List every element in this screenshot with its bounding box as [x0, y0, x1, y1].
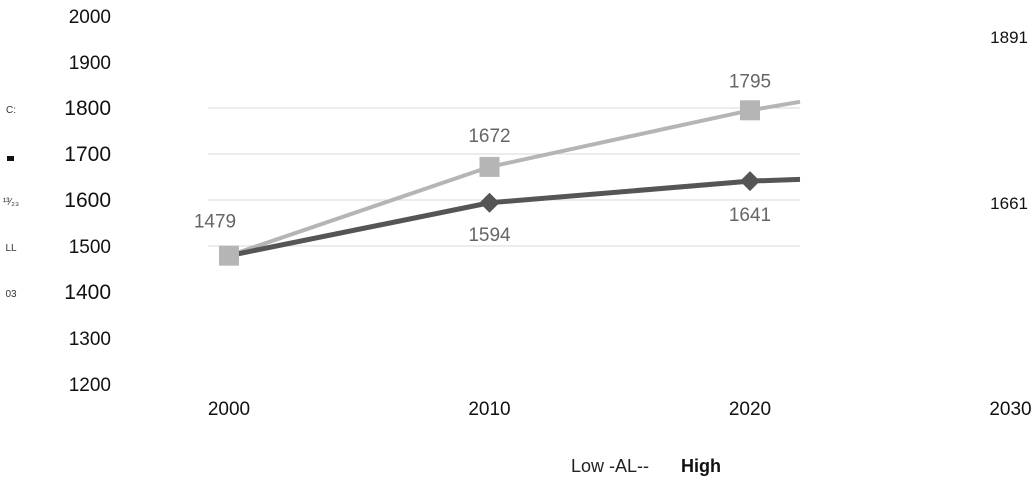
y-side-mark: ¹³⁄₂₃ [3, 197, 19, 208]
y-tick-label: 1700 [64, 143, 111, 166]
data-labels: 1479 1672 1795 1594 1641 [194, 71, 771, 245]
end-label-high: 1891 [990, 28, 1028, 47]
y-tick-label: 2000 [69, 7, 111, 28]
data-label: 1672 [468, 126, 510, 147]
x-tick-label: 2020 [729, 399, 771, 420]
y-side-mark: LL [5, 243, 17, 254]
y-tick-label: 1400 [64, 281, 111, 304]
x-tick-label: 2010 [468, 399, 510, 420]
data-label: 1479 [194, 212, 236, 233]
marker-high [479, 156, 500, 177]
marker-low [740, 171, 760, 192]
y-tick-label: 1800 [64, 97, 111, 120]
y-tick-label: 1500 [69, 237, 111, 258]
series-line-low [228, 176, 801, 259]
end-labels: 1891 1661 [990, 28, 1028, 213]
data-label: 1641 [729, 205, 771, 226]
data-label: 1795 [729, 71, 771, 92]
marker-low [479, 192, 500, 213]
x-tick-label: 2030 [989, 399, 1031, 420]
marker-high [740, 100, 760, 121]
y-tick-label: 1300 [69, 329, 111, 350]
y-side-mark: C: [6, 105, 16, 116]
y-tick-label: 1200 [69, 375, 111, 396]
legend-text: Low -AL-- [571, 456, 649, 476]
data-label: 1594 [468, 225, 511, 246]
x-axis-ticks: 2000 2010 2020 2030 [208, 399, 1032, 420]
y-axis-ticks: 2000 1900 1800 1700 1600 1500 1400 1300 1200 [64, 7, 111, 396]
series-line-high [228, 99, 801, 258]
series-lines [228, 99, 801, 259]
legend-high: High [681, 456, 721, 476]
end-label-low: 1661 [990, 194, 1028, 213]
y-side-mark: 03 [5, 289, 17, 300]
marker-high [219, 245, 239, 266]
x-tick-label: 2000 [208, 399, 250, 420]
legend: Low -AL-- High [571, 456, 721, 476]
y-axis-side-marks: C: ¹³⁄₂₃ LL 03 [3, 105, 19, 300]
y-side-mark [7, 156, 14, 161]
series-markers [219, 100, 760, 266]
y-tick-label: 1900 [69, 53, 111, 74]
y-tick-label: 1600 [64, 189, 111, 212]
